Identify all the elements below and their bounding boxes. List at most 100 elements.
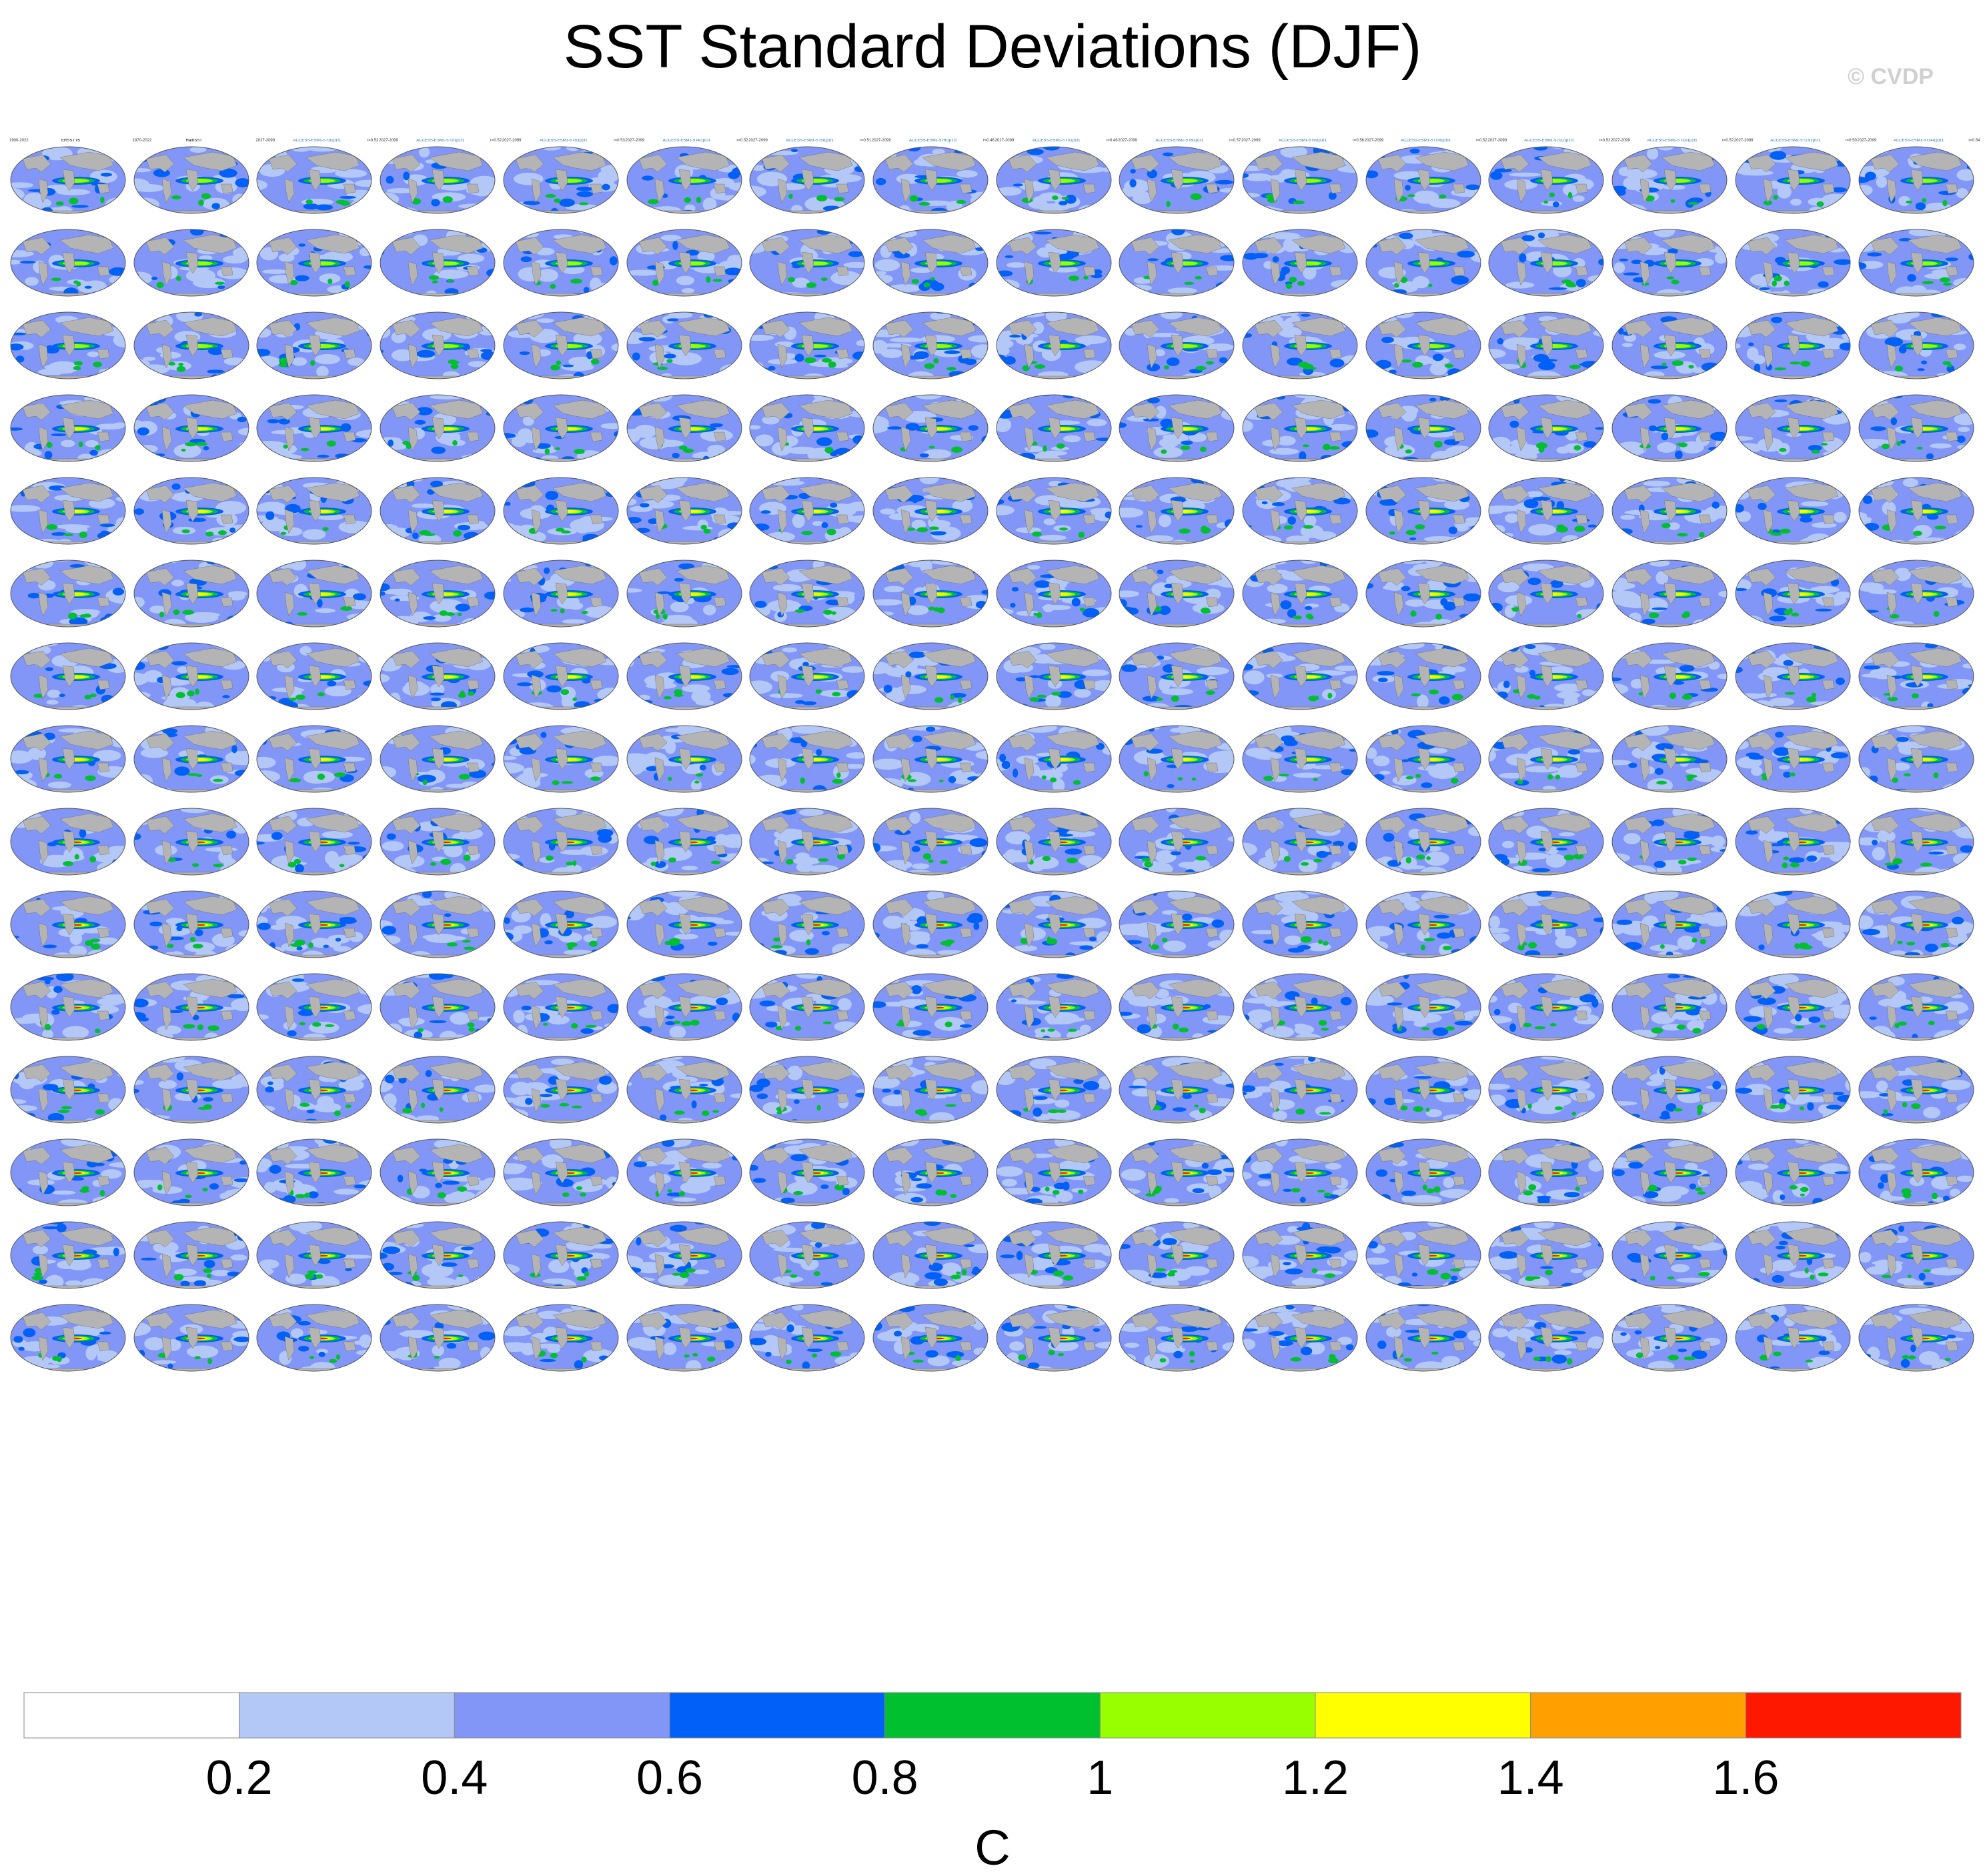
sst-stddev-map xyxy=(1734,1220,1852,1290)
sst-stddev-map xyxy=(1118,642,1235,711)
colorbar-bin xyxy=(885,1693,1101,1738)
sst-stddev-map xyxy=(995,724,1113,794)
sst-stddev-map xyxy=(995,228,1113,297)
map-panel xyxy=(133,304,255,387)
map-panel xyxy=(379,552,502,635)
map-panel xyxy=(502,1214,625,1296)
sst-stddev-map xyxy=(1611,1138,1728,1207)
sst-stddev-map xyxy=(502,1220,620,1290)
colorbar-tick-label: 1.2 xyxy=(1282,1751,1349,1805)
panel-period: 2027-2099 xyxy=(872,139,891,143)
sst-stddev-map xyxy=(748,890,866,959)
sst-stddev-map xyxy=(872,807,989,876)
sst-stddev-map xyxy=(995,1303,1113,1372)
sst-stddev-map xyxy=(1118,311,1235,380)
map-panel xyxy=(1118,1048,1241,1131)
map-panel xyxy=(748,304,871,387)
sst-stddev-map xyxy=(1118,559,1235,628)
map-panel xyxy=(133,800,255,883)
map-panel xyxy=(1365,387,1487,470)
map-panel xyxy=(748,1214,871,1296)
sst-stddev-map xyxy=(1858,642,1975,711)
sst-stddev-map xyxy=(748,1138,866,1207)
sst-stddev-map xyxy=(255,311,373,380)
map-panel xyxy=(379,883,502,966)
map-panel xyxy=(748,1296,871,1379)
sst-stddev-map xyxy=(1734,1055,1852,1124)
map-panel xyxy=(502,883,625,966)
map-panel xyxy=(1487,718,1610,800)
sst-stddev-map xyxy=(379,145,496,215)
sst-stddev-map xyxy=(1365,1055,1482,1124)
sst-stddev-map xyxy=(1118,890,1235,959)
sst-stddev-map xyxy=(133,1220,250,1290)
sst-stddev-map xyxy=(995,642,1113,711)
sst-stddev-map xyxy=(255,228,373,297)
sst-stddev-map xyxy=(626,1138,743,1207)
colorbar-bin xyxy=(1315,1693,1531,1738)
panel-period: 2027-2099 xyxy=(502,139,522,143)
panel-period: 2027-2099 xyxy=(1487,139,1507,143)
sst-stddev-map xyxy=(872,724,989,794)
map-panel xyxy=(1118,304,1241,387)
sst-stddev-map xyxy=(1241,1303,1359,1372)
sst-stddev-map xyxy=(1734,476,1852,546)
sst-stddev-map xyxy=(1858,393,1975,463)
map-panel xyxy=(255,387,378,470)
map-panel xyxy=(995,387,1118,470)
map-panel xyxy=(1118,552,1241,635)
sst-stddev-map xyxy=(379,476,496,546)
sst-stddev-map xyxy=(626,559,743,628)
colorbar-tick-label: 0.8 xyxy=(852,1751,918,1805)
sst-stddev-map xyxy=(1611,559,1728,628)
map-panel xyxy=(872,718,995,800)
sst-stddev-map xyxy=(1858,311,1975,380)
map-panel xyxy=(1734,718,1857,800)
sst-stddev-map xyxy=(995,476,1113,546)
colorbar-tick-label: 1.6 xyxy=(1712,1751,1779,1805)
sst-stddev-map xyxy=(1611,890,1728,959)
sst-stddev-map xyxy=(1487,1220,1605,1290)
map-panel xyxy=(748,966,871,1048)
map-panel xyxy=(502,966,625,1048)
map-panel xyxy=(1365,1048,1487,1131)
map-panel xyxy=(995,552,1118,635)
map-panel xyxy=(133,1296,255,1379)
sst-stddev-map xyxy=(9,476,127,546)
map-panel xyxy=(502,635,625,718)
sst-stddev-map xyxy=(1365,642,1482,711)
sst-stddev-map xyxy=(995,1138,1113,1207)
sst-stddev-map xyxy=(1118,972,1235,1042)
sst-stddev-map xyxy=(1365,559,1482,628)
map-panel xyxy=(626,387,748,470)
map-panel xyxy=(1241,1214,1364,1296)
map-panel xyxy=(255,304,378,387)
map-panel xyxy=(1487,1296,1610,1379)
map-panel xyxy=(1858,552,1980,635)
map-panel xyxy=(872,635,995,718)
map-panel xyxy=(1487,635,1610,718)
sst-stddev-map xyxy=(1241,642,1359,711)
map-panel xyxy=(9,635,132,718)
map-panel xyxy=(1487,387,1610,470)
sst-stddev-map xyxy=(502,972,620,1042)
map-panel xyxy=(1487,883,1610,966)
map-panel xyxy=(502,1131,625,1214)
sst-stddev-map xyxy=(133,807,250,876)
map-panel xyxy=(1487,1131,1610,1214)
panel-period: 2027-2099 xyxy=(1118,139,1137,143)
map-panel xyxy=(1611,800,1734,883)
sst-stddev-map xyxy=(1118,807,1235,876)
map-panel xyxy=(1365,1296,1487,1379)
sst-stddev-map xyxy=(1487,1138,1605,1207)
map-panel xyxy=(1118,470,1241,552)
sst-stddev-map xyxy=(872,311,989,380)
sst-stddev-map xyxy=(9,1055,127,1124)
sst-stddev-map xyxy=(1365,1220,1482,1290)
sst-stddev-map xyxy=(1118,228,1235,297)
map-panel xyxy=(1734,304,1857,387)
sst-stddev-map xyxy=(1611,1303,1728,1372)
map-panel xyxy=(1611,1048,1734,1131)
